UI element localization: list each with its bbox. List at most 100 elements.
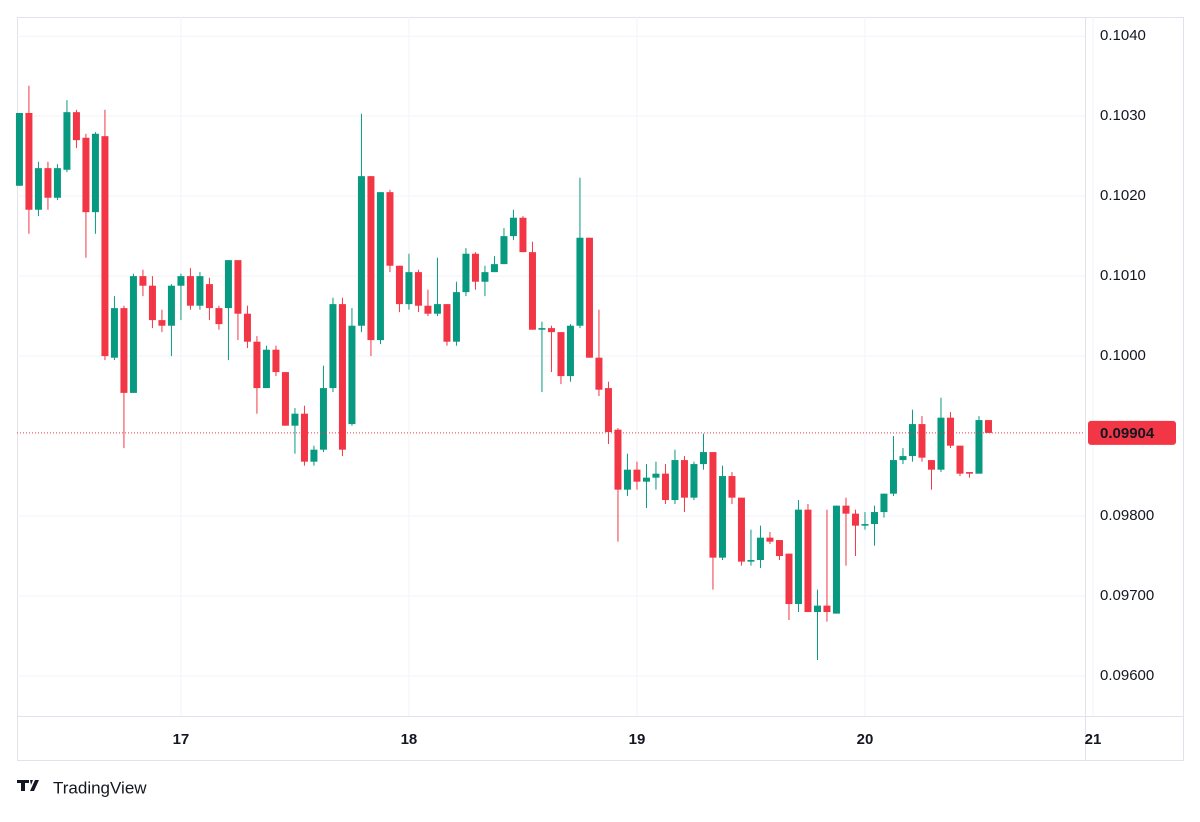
candle-body bbox=[25, 112, 33, 210]
candle-body bbox=[937, 417, 945, 470]
y-tick-label: 0.1030 bbox=[1100, 107, 1146, 124]
candle-body bbox=[424, 305, 432, 314]
last-price-label: 0.09904 bbox=[1100, 425, 1155, 442]
candle-body bbox=[300, 413, 308, 462]
candle-body bbox=[253, 341, 261, 389]
candle-body bbox=[861, 524, 869, 526]
candle-body bbox=[889, 460, 897, 494]
candle-body bbox=[452, 292, 460, 342]
logo-icon bbox=[17, 780, 39, 791]
candle-body bbox=[576, 237, 584, 326]
candle-body bbox=[775, 540, 783, 557]
candle-body bbox=[110, 308, 118, 358]
candle-body bbox=[623, 469, 631, 490]
candle-body bbox=[956, 445, 964, 474]
candle-body bbox=[899, 456, 907, 461]
candle-body bbox=[196, 276, 204, 306]
candle-body bbox=[319, 388, 327, 450]
y-tick-label: 0.09700 bbox=[1100, 587, 1154, 604]
candle-body bbox=[148, 285, 156, 321]
candle-body bbox=[804, 509, 812, 613]
candle-body bbox=[63, 112, 71, 170]
candle-body bbox=[338, 304, 346, 450]
candle-body bbox=[766, 537, 774, 542]
candle-body bbox=[566, 325, 574, 377]
x-tick-label: 20 bbox=[857, 731, 874, 748]
candle-body bbox=[262, 349, 270, 389]
candle-body bbox=[167, 285, 175, 326]
candle-body bbox=[604, 388, 612, 433]
candle-body bbox=[870, 512, 878, 525]
candle-body bbox=[946, 417, 954, 446]
candle-body bbox=[205, 284, 213, 309]
last-price-box bbox=[1088, 420, 1176, 445]
candle-body bbox=[728, 476, 736, 498]
candle-body bbox=[357, 176, 365, 326]
candle-body bbox=[234, 260, 242, 314]
x-tick-label: 19 bbox=[629, 731, 646, 748]
candle-body bbox=[120, 308, 128, 393]
x-tick-label: 17 bbox=[173, 731, 190, 748]
candle-body bbox=[699, 452, 707, 465]
candle-body bbox=[975, 420, 983, 474]
candle-body bbox=[272, 349, 280, 373]
candle-body bbox=[367, 176, 375, 341]
candle-body bbox=[709, 452, 717, 558]
candle-body bbox=[443, 304, 451, 342]
chart-frame bbox=[17, 17, 1184, 761]
candle-body bbox=[386, 192, 394, 266]
candle-body bbox=[785, 553, 793, 605]
x-tick-label: 21 bbox=[1085, 731, 1102, 748]
candle-body bbox=[82, 137, 90, 213]
candle-body bbox=[737, 497, 745, 562]
candle-body bbox=[519, 217, 527, 253]
candle-body bbox=[633, 469, 641, 482]
candle-body bbox=[224, 260, 232, 309]
candle-body bbox=[680, 460, 688, 498]
candle-body bbox=[794, 509, 802, 605]
y-tick-label: 0.09800 bbox=[1100, 507, 1154, 524]
candle-body bbox=[718, 476, 726, 558]
candle-body bbox=[15, 112, 23, 186]
candle-body bbox=[965, 472, 973, 474]
candle-body bbox=[671, 460, 679, 501]
candle-body bbox=[528, 252, 536, 330]
candle-body bbox=[500, 236, 508, 265]
candle-body bbox=[918, 424, 926, 458]
candle-body bbox=[101, 136, 109, 357]
candle-body bbox=[538, 328, 546, 330]
candle-body bbox=[614, 429, 622, 490]
axis-labels: 0.09600 0.09700 0.09800 0.1000 0.1010 0.1020 0… bbox=[173, 27, 1176, 748]
grid bbox=[17, 17, 1094, 716]
candle-body bbox=[984, 420, 992, 433]
candle-body bbox=[53, 168, 61, 198]
y-tick-label: 0.1010 bbox=[1100, 267, 1146, 284]
candle-body bbox=[747, 560, 755, 562]
candle-body bbox=[291, 413, 299, 426]
candle-body bbox=[395, 265, 403, 305]
candle-body bbox=[509, 217, 517, 237]
candle-body bbox=[348, 325, 356, 425]
candle-body bbox=[642, 477, 650, 482]
candle-body bbox=[842, 505, 850, 514]
candle-body bbox=[186, 276, 194, 306]
candle-body bbox=[376, 192, 384, 341]
candle-body bbox=[44, 168, 52, 198]
candle-body bbox=[927, 460, 935, 470]
candle-body bbox=[661, 473, 669, 501]
candle-body bbox=[215, 308, 223, 325]
candle-body bbox=[129, 276, 137, 393]
candle-body bbox=[310, 449, 318, 462]
candles bbox=[15, 85, 1085, 661]
x-tick-label: 18 bbox=[401, 731, 418, 748]
candle-body bbox=[34, 168, 42, 210]
candle-body bbox=[433, 304, 441, 314]
candle-body bbox=[243, 313, 251, 342]
candle-body bbox=[481, 272, 489, 282]
candle-body bbox=[880, 493, 888, 513]
y-tick-label: 0.1020 bbox=[1100, 187, 1146, 204]
candle-body bbox=[139, 276, 147, 286]
candle-body bbox=[405, 272, 413, 305]
candle-body bbox=[329, 304, 337, 389]
